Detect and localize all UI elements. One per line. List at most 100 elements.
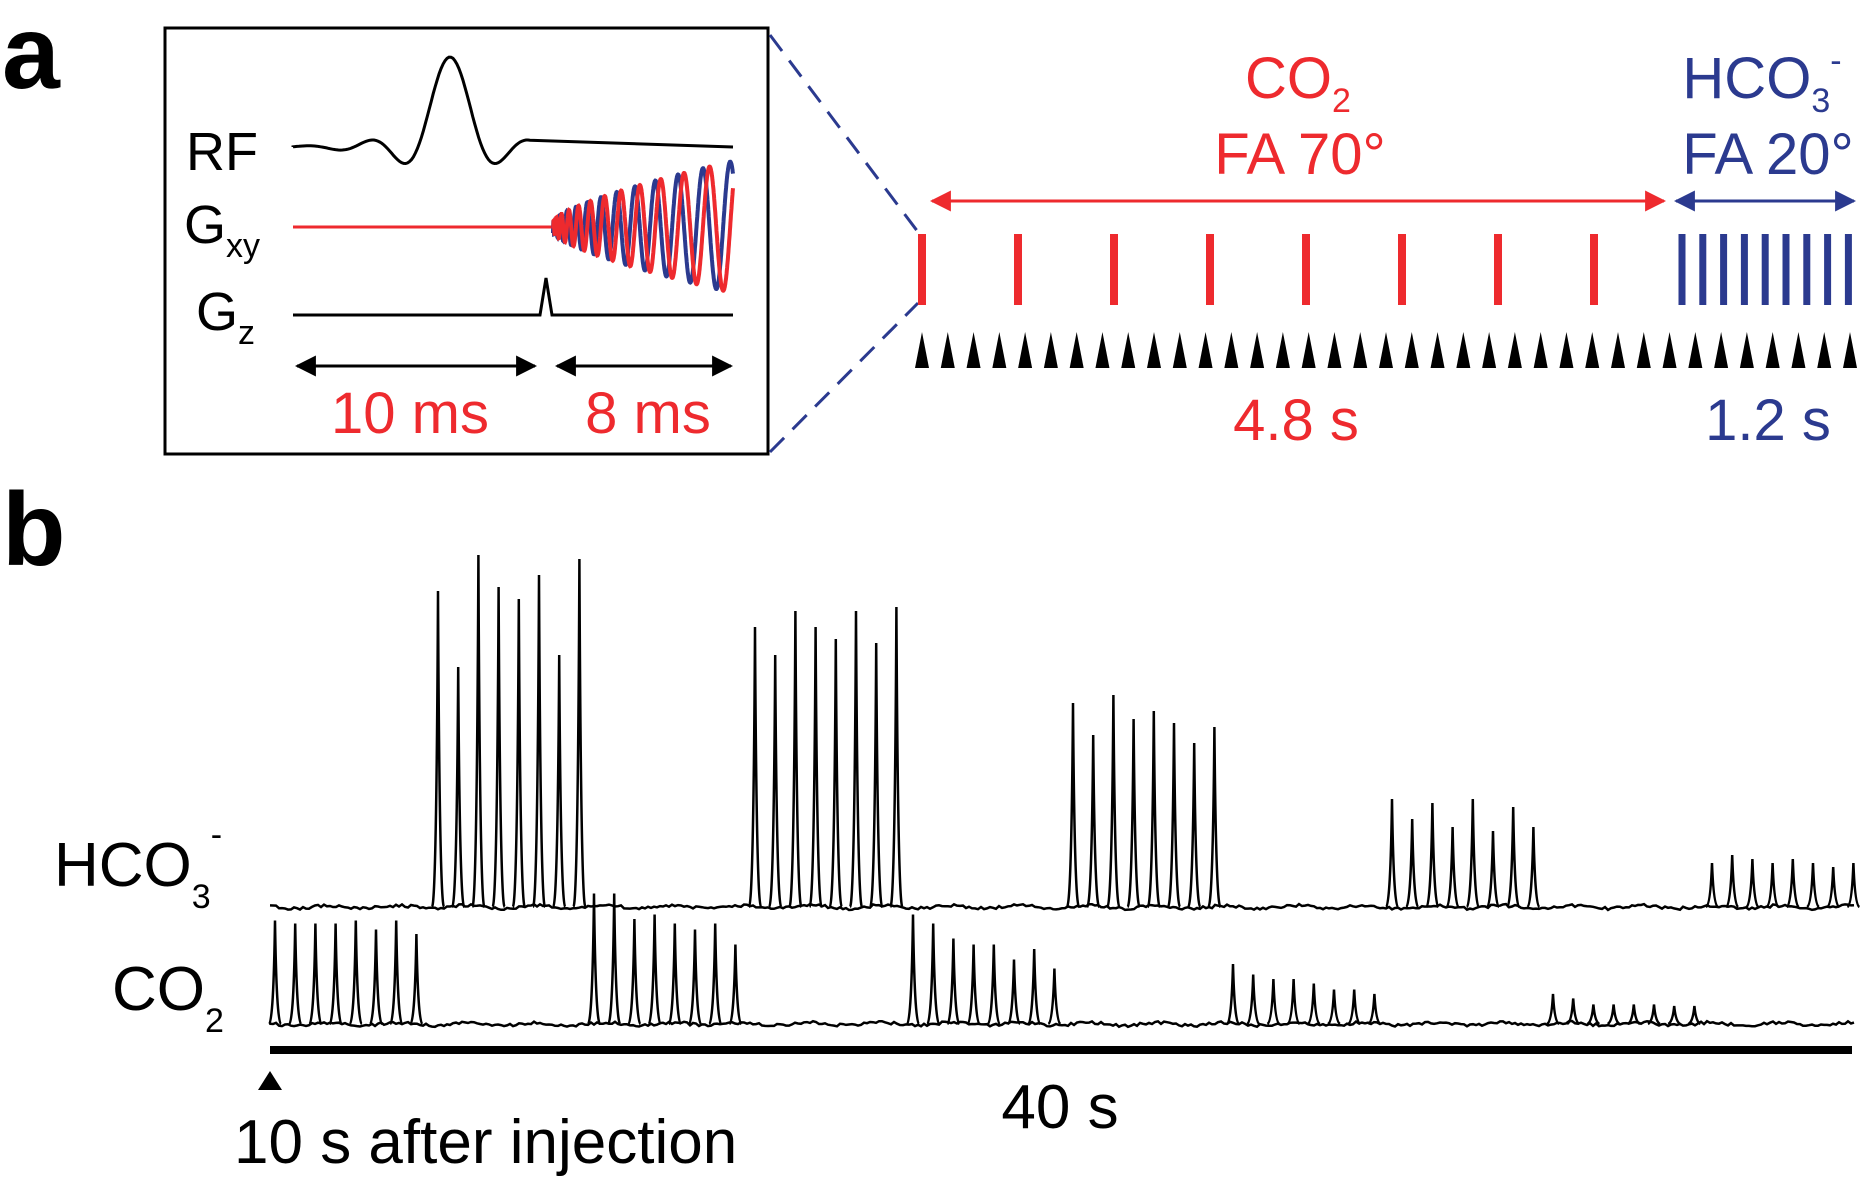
acquisition-marker — [1843, 332, 1857, 368]
injection-label: 10 s after injection — [234, 1108, 737, 1177]
co2-peak — [1027, 948, 1042, 1026]
zoom-line-bottom — [768, 301, 920, 454]
hco3-peak — [1207, 726, 1222, 909]
acquisition-marker — [1275, 332, 1290, 368]
co2-peak — [1306, 983, 1321, 1026]
acquisition-marker — [1430, 332, 1445, 368]
acquisition-marker — [1250, 332, 1265, 368]
hco3-peak — [1126, 718, 1141, 909]
acquisition-marker — [1404, 332, 1419, 368]
acquisition-marker — [1636, 332, 1651, 368]
acquisition-marker — [1533, 332, 1548, 368]
co2-peak — [308, 923, 323, 1026]
co2-peak — [288, 923, 303, 1026]
co2-peak — [1647, 1004, 1661, 1026]
acquisition-marker — [1172, 332, 1187, 368]
hco3-peak — [1745, 858, 1760, 909]
hco3-peak — [1445, 826, 1460, 909]
hco3-peak — [1405, 818, 1420, 909]
hco3-peak — [1384, 798, 1400, 909]
pulse-sequence-inset-box — [163, 26, 770, 456]
gxy-label: Gxy — [184, 195, 260, 265]
co2-peak — [607, 893, 622, 1026]
acquisition-marker — [1482, 332, 1497, 368]
acquisition-marker — [1198, 332, 1213, 368]
acquisition-marker — [1817, 332, 1832, 368]
co2-peak — [1687, 1005, 1702, 1026]
co2-peak — [1266, 978, 1281, 1026]
hco3-peak — [1506, 806, 1521, 909]
hco3-peak — [747, 626, 763, 909]
hco3-peak — [471, 554, 486, 909]
hco3-peak — [1065, 702, 1081, 909]
hco3-peak — [848, 610, 864, 909]
co2-duration-label: 4.8 s — [1233, 388, 1359, 453]
hco3-peak — [828, 638, 844, 909]
hco3-peak — [1485, 830, 1501, 909]
co2-flip-angle: FA 70° — [1214, 122, 1386, 187]
gz-waveform — [293, 277, 733, 317]
acquisition-marker — [1069, 332, 1084, 368]
hco3-trace-label: HCO3- — [54, 816, 222, 916]
co2-peak — [728, 944, 743, 1026]
acquisition-marker — [966, 332, 981, 368]
co2-peak — [409, 933, 424, 1026]
co2-peak — [1606, 1004, 1621, 1026]
panel-b-label: b — [2, 472, 66, 588]
co2-peak — [389, 920, 404, 1026]
co2-peak — [926, 923, 941, 1026]
co2-peak — [1627, 1004, 1641, 1026]
acquisition-marker — [1507, 332, 1522, 368]
co2-peak — [1367, 993, 1382, 1026]
hco3-peak — [1705, 862, 1719, 909]
acquisition-marker — [1379, 332, 1393, 368]
hco3-flip-angle: FA 20° — [1682, 122, 1854, 187]
co2-peak — [708, 923, 723, 1026]
hco3-peak — [1146, 710, 1162, 909]
hco3-peak — [767, 654, 783, 909]
co2-peak — [667, 923, 682, 1026]
hco3-spectrum-trace — [269, 902, 1855, 912]
gz-label: Gz — [196, 282, 255, 352]
panel-a-label: a — [2, 0, 61, 111]
acquisition-marker — [1301, 332, 1316, 368]
hco3-peak — [572, 558, 587, 909]
co2-peak — [368, 929, 384, 1026]
acquisition-marker — [1121, 332, 1136, 368]
co2-peak — [946, 938, 961, 1026]
hco3-block-title: HCO3- — [1682, 42, 1841, 120]
hco3-peak — [889, 606, 904, 909]
co2-peak — [328, 923, 343, 1026]
co2-peak — [1667, 1005, 1681, 1026]
acquisition-marker — [915, 332, 929, 368]
co2-peak — [1047, 968, 1062, 1026]
co2-trace-label: CO2 — [112, 955, 224, 1040]
acquisition-marker — [1224, 332, 1239, 368]
co2-peak — [1246, 974, 1261, 1026]
co2-peak — [1286, 978, 1301, 1026]
zoom-line-top — [768, 34, 920, 233]
hco3-peak — [450, 666, 466, 909]
acquisition-marker — [992, 332, 1007, 368]
co2-peak — [1226, 963, 1240, 1026]
co2-peak — [966, 944, 981, 1026]
hco3-peak — [430, 590, 446, 909]
acquisition-marker — [1739, 332, 1754, 368]
acquisition-marker — [1791, 332, 1806, 368]
hco3-peak — [1826, 866, 1841, 909]
co2-peak — [267, 920, 283, 1026]
duration-label-1: 10 ms — [331, 381, 489, 446]
injection-time-marker — [258, 1071, 282, 1090]
co2-peak — [647, 914, 662, 1026]
acquisition-marker — [1714, 332, 1729, 368]
hco3-peak — [808, 626, 823, 909]
acquisition-marker — [1611, 332, 1625, 368]
co2-peak — [1007, 959, 1021, 1026]
acquisition-marker — [1043, 332, 1058, 368]
hco3-peak — [1106, 694, 1121, 909]
hco3-peak — [1765, 862, 1780, 909]
acquisition-marker — [1585, 332, 1600, 368]
rf-waveform — [291, 55, 734, 166]
co2-peak — [1566, 998, 1580, 1026]
